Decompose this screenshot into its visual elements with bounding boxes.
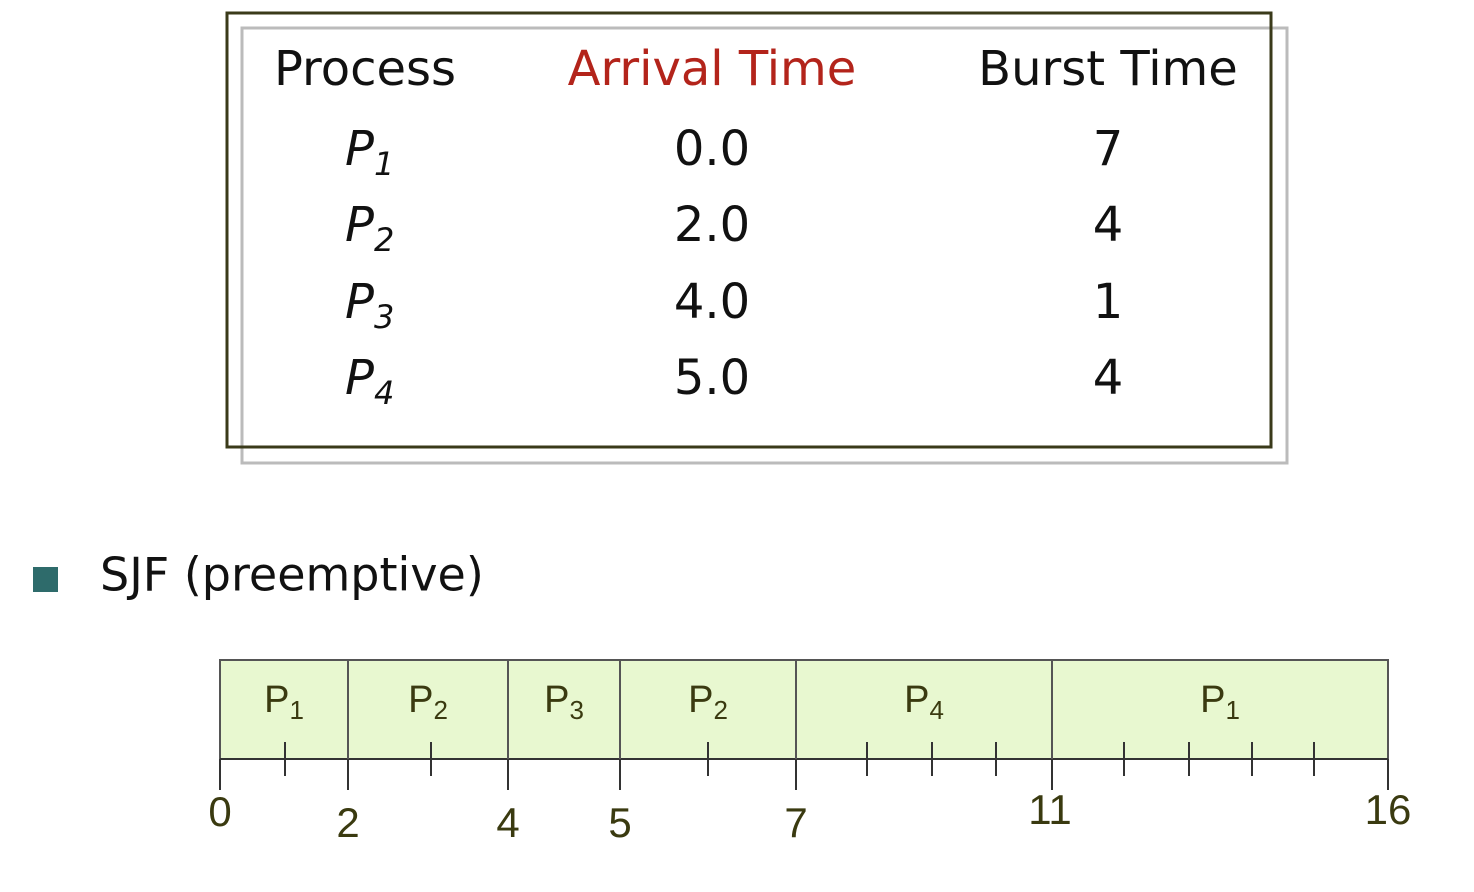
process-name: P	[345, 121, 374, 177]
time-label: 7	[784, 799, 807, 846]
process-cell: P1	[345, 121, 394, 183]
segment-sub: 2	[713, 695, 727, 725]
process-sub: 2	[374, 221, 394, 259]
burst-cell: 4	[1093, 350, 1124, 406]
arrival-cell: 0.0	[674, 121, 750, 177]
segment-name: P	[688, 679, 713, 721]
segment-sub: 4	[929, 695, 943, 725]
bullet-icon	[33, 567, 58, 592]
time-label: 5	[608, 799, 631, 846]
segment-sub: 2	[433, 695, 447, 725]
process-sub: 3	[374, 298, 394, 336]
table-shadow	[240, 26, 1289, 465]
arrival-cell: 5.0	[674, 350, 750, 406]
process-sub: 1	[374, 145, 394, 183]
process-name: P	[345, 350, 374, 406]
process-cell: P3	[345, 274, 394, 336]
header-cell: Process	[274, 41, 456, 97]
time-label: 11	[1028, 786, 1072, 833]
header-cell: Arrival Time	[568, 41, 857, 97]
burst-cell: 4	[1093, 197, 1124, 253]
time-label: 2	[336, 799, 359, 846]
gantt-bar	[219, 659, 1389, 760]
segment-name: P	[408, 679, 433, 721]
process-name: P	[345, 197, 374, 253]
process-cell: P4	[345, 350, 394, 412]
segment-name: P	[1200, 679, 1225, 721]
header-cell: Burst Time	[978, 41, 1238, 97]
bullet-text: SJF (preemptive)	[100, 548, 484, 602]
segment-label: P4	[904, 679, 944, 725]
segment-name: P	[904, 679, 929, 721]
process-sub: 4	[374, 374, 394, 412]
process-name: P	[345, 274, 374, 330]
table-frame	[225, 11, 1273, 449]
segment-name: P	[264, 679, 289, 721]
burst-cell: 1	[1093, 274, 1124, 330]
segment-label: P2	[688, 679, 728, 725]
arrival-cell: 2.0	[674, 197, 750, 253]
segment-label: P1	[264, 679, 304, 725]
segment-label: P1	[1200, 679, 1240, 725]
time-label: 16	[1365, 786, 1412, 833]
time-label: 0	[208, 788, 231, 835]
segment-name: P	[544, 679, 569, 721]
process-cell: P2	[345, 197, 394, 259]
segment-label: P3	[544, 679, 584, 725]
segment-sub: 1	[289, 695, 303, 725]
arrival-cell: 4.0	[674, 274, 750, 330]
burst-cell: 7	[1093, 121, 1124, 177]
segment-label: P2	[408, 679, 448, 725]
time-label: 4	[496, 799, 519, 846]
segment-sub: 3	[569, 695, 583, 725]
segment-sub: 1	[1225, 695, 1239, 725]
